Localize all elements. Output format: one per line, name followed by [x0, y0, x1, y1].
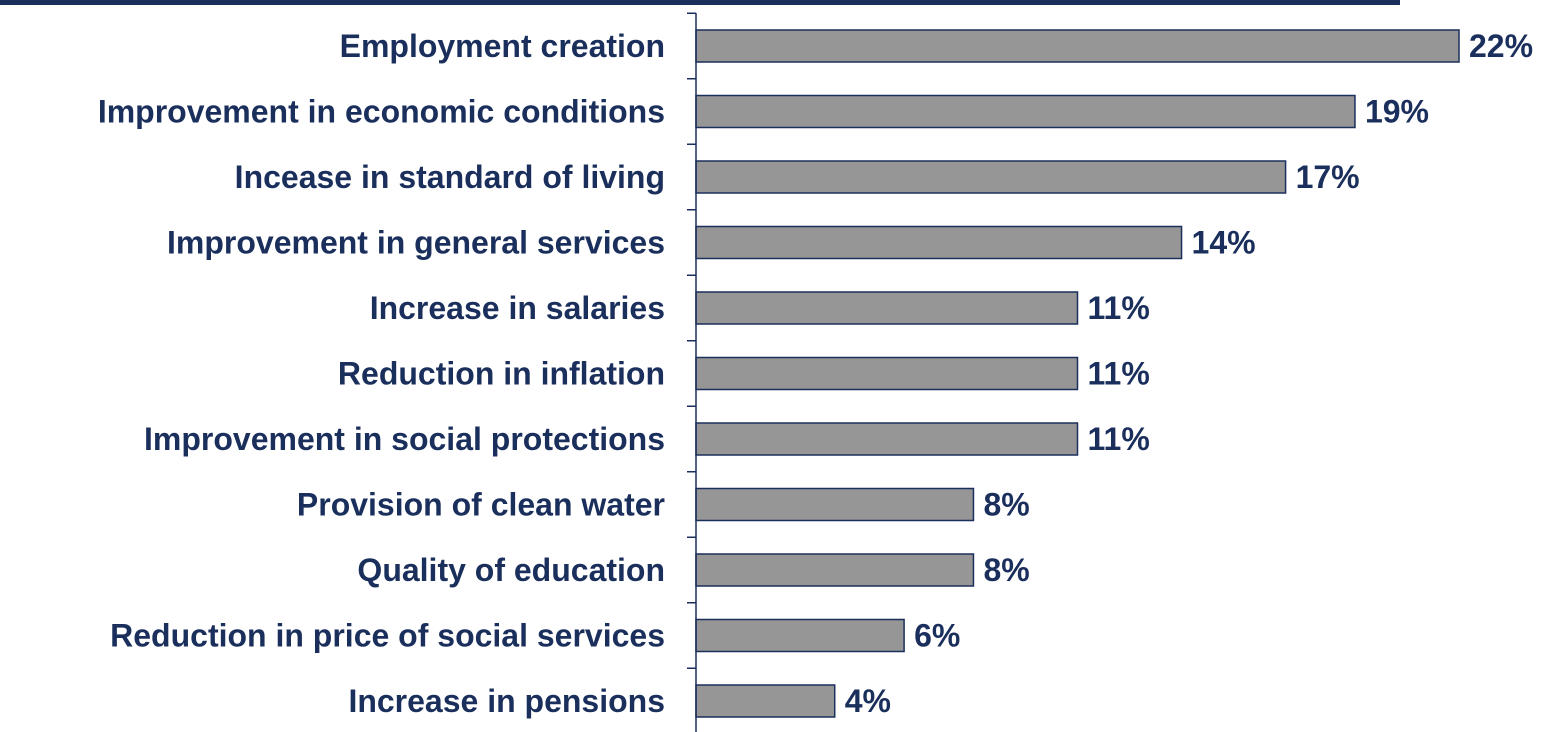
- bar: [695, 487, 975, 522]
- bar: [695, 94, 1356, 129]
- bar: [695, 356, 1079, 391]
- bar: [695, 291, 1079, 325]
- category-label: Reduction in inflation: [338, 356, 665, 392]
- bar: [695, 422, 1079, 456]
- bar: [695, 684, 836, 718]
- bar: [695, 29, 1460, 63]
- data-label: 11%: [1088, 356, 1150, 392]
- data-label: 22%: [1469, 28, 1533, 64]
- data-label: 8%: [983, 552, 1029, 588]
- data-label: 4%: [845, 683, 891, 719]
- category-label: Employment creation: [340, 28, 665, 64]
- bar: [695, 618, 905, 653]
- category-label: Increase in salaries: [370, 290, 665, 326]
- category-label: Improvement in general services: [167, 225, 665, 261]
- data-label: 11%: [1088, 290, 1150, 326]
- bars-layer: [695, 29, 1460, 718]
- bar: [695, 225, 1183, 260]
- data-label: 14%: [1192, 225, 1256, 261]
- category-label: Quality of education: [357, 552, 665, 588]
- category-label: Provision of clean water: [297, 487, 665, 523]
- data-label: 8%: [983, 487, 1029, 523]
- category-label: Reduction in price of social services: [110, 618, 665, 654]
- data-label: 6%: [914, 618, 960, 654]
- data-label: 11%: [1088, 421, 1150, 457]
- data-label: 17%: [1296, 159, 1360, 195]
- bar: [695, 160, 1287, 194]
- category-label: Incease in standard of living: [235, 159, 665, 195]
- category-label: Increase in pensions: [348, 683, 665, 719]
- category-label: Improvement in economic conditions: [98, 94, 665, 130]
- category-axis: [687, 12, 697, 732]
- bar: [695, 553, 975, 587]
- labels-layer: Employment creation 22% Improvement in eco…: [98, 28, 1533, 719]
- category-label: Improvement in social protections: [144, 421, 665, 457]
- data-label: 19%: [1365, 94, 1429, 130]
- top-rule: [0, 0, 1400, 5]
